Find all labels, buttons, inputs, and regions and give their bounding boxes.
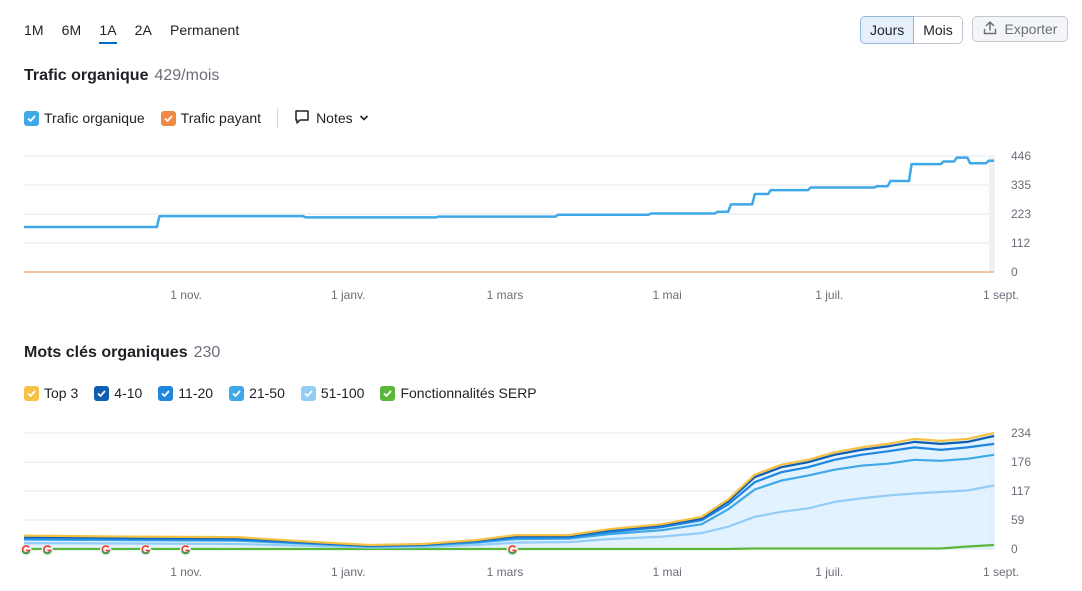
legend-serp-features[interactable]: Fonctionnalités SERP [380,385,537,401]
y-tick-label: 446 [1011,149,1031,163]
y-tick-label: 117 [1011,484,1030,498]
export-label: Exporter [1004,21,1058,37]
traffic-title: Trafic organique 429/mois [24,67,219,85]
checkbox-checked-icon[interactable] [229,385,245,401]
legend-21-50-label: 21-50 [249,385,285,401]
google-update-icon[interactable] [139,544,152,556]
x-tick-label: 1 sept. [983,565,1019,579]
period-tab-2a[interactable]: 2A [134,22,152,38]
y-tick-label: 223 [1011,207,1031,221]
x-tick-label: 1 mars [487,288,524,302]
google-update-icon[interactable] [41,544,54,556]
legend-11-20-label: 11-20 [178,385,214,401]
legend-21-50[interactable]: 21-50 [229,385,285,401]
notes-label: Notes [316,110,353,126]
series-line-organic [24,156,994,229]
series-line-51-100 [23,484,995,549]
period-tab-6m[interactable]: 6M [61,22,82,38]
checkbox-checked-icon[interactable] [160,110,176,126]
google-update-icon[interactable] [20,544,32,556]
legend-serp-label: Fonctionnalités SERP [400,385,537,401]
legend-paid-label: Trafic payant [180,110,262,126]
checkbox-checked-icon[interactable] [24,110,39,126]
legend-divider [277,108,279,128]
x-tick-label: 1 mai [652,288,681,302]
legend-organic-traffic[interactable]: Trafic organique [24,110,145,126]
x-tick-label: 1 juil. [815,288,843,302]
google-update-icon[interactable] [506,544,519,556]
google-update-icon[interactable] [179,544,192,556]
period-tab-1a[interactable]: 1A [99,20,117,44]
x-tick-label: 1 janv. [331,288,365,302]
y-tick-label: 0 [1011,542,1018,556]
traffic-chart: 446 335 223 112 0 1 nov. 1 janv. 1 mars 1 mai 1 j… [24,149,1031,302]
notes-dropdown[interactable]: Notes [294,109,369,128]
x-tick-label: 1 mai [652,565,681,579]
x-tick-label: 1 nov. [170,288,202,302]
checkbox-checked-icon[interactable] [300,385,316,401]
keywords-chart: 234 176 117 59 0 1 nov. 1 janv. 1 mars 1 mai 1 ju… [20,426,1031,579]
legend-51-100[interactable]: 51-100 [300,385,365,401]
y-tick-label: 112 [1011,236,1030,250]
google-update-icon[interactable] [99,544,112,556]
x-tick-label: 1 sept. [983,288,1019,302]
legend-organic-label: Trafic organique [44,110,145,126]
legend-top3[interactable]: Top 3 [24,385,78,401]
legend-11-20[interactable]: 11-20 [158,385,213,401]
checkbox-checked-icon[interactable] [380,385,396,401]
note-icon [294,109,310,128]
x-tick-label: 1 janv. [331,565,365,579]
period-tab-permanent[interactable]: Permanent [169,22,240,38]
period-tab-1m[interactable]: 1M [24,22,44,38]
y-tick-label: 176 [1011,455,1031,469]
checkbox-checked-icon[interactable] [24,385,39,401]
hover-edge-bar [989,156,995,272]
y-tick-label: 335 [1011,178,1031,192]
upload-icon [983,20,997,38]
x-tick-label: 1 mars [487,565,524,579]
keywords-count: 230 [193,344,221,361]
days-button[interactable]: Jours [860,16,915,44]
export-button[interactable]: Exporter [972,16,1068,42]
keywords-title: Mots clés organiques 230 [24,344,220,362]
checkbox-checked-icon[interactable] [158,385,174,401]
traffic-count: 429/mois [154,67,220,84]
y-tick-label: 0 [1011,265,1018,279]
traffic-title-text: Trafic organique [24,67,149,84]
keywords-area [24,433,994,549]
months-button[interactable]: Mois [914,16,963,44]
legend-top3-label: Top 3 [44,385,79,401]
legend-4-10[interactable]: 4-10 [94,385,142,401]
x-tick-label: 1 juil. [815,565,843,579]
checkbox-checked-icon[interactable] [94,385,110,401]
y-tick-label: 59 [1011,513,1025,527]
period-tabs: 1M 6M 1A 2A Permanent [24,20,257,44]
legend-4-10-label: 4-10 [114,385,143,401]
series-line-top3 [23,431,995,547]
legend-51-100-label: 51-100 [320,385,365,401]
series-line-serp [24,543,995,551]
legend-paid-traffic[interactable]: Trafic payant [160,110,262,126]
keywords-legend: Top 3 4-10 11-20 21-50 51-100 Fonctionna… [24,385,553,401]
granularity-toggle: Jours Mois [860,16,963,44]
chevron-down-icon [359,110,369,126]
y-tick-label: 234 [1011,426,1031,440]
keywords-title-text: Mots clés organiques [24,344,188,361]
x-tick-label: 1 nov. [170,565,202,579]
traffic-legend: Trafic organique Trafic payant Notes [24,108,369,128]
